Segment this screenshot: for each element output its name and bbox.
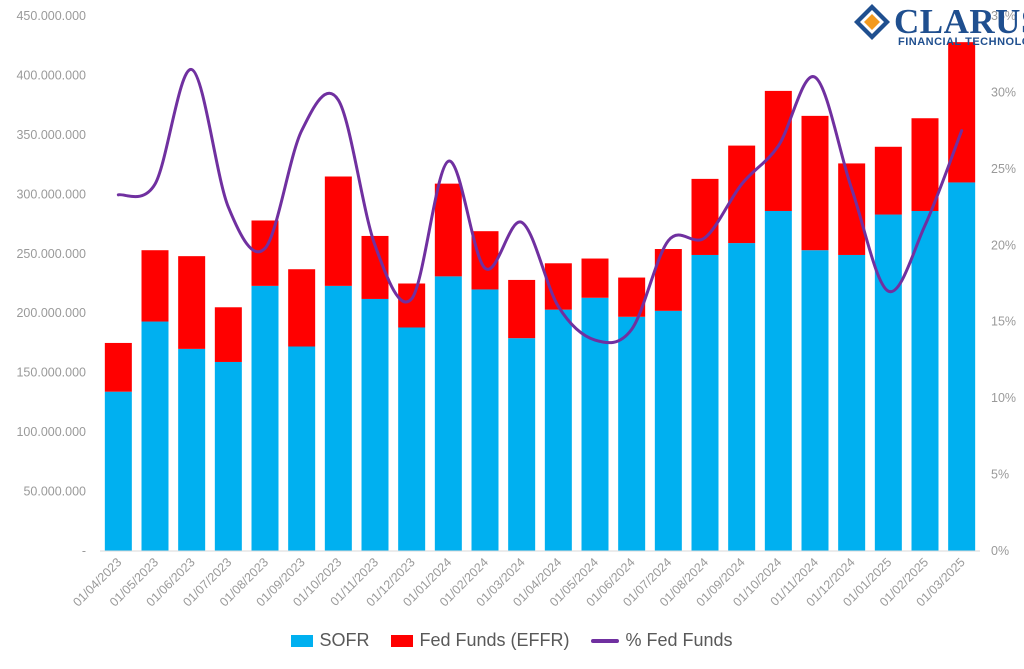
legend-item-sofr: SOFR — [291, 630, 369, 651]
bar-effr — [948, 42, 976, 183]
bar-sofr — [764, 210, 792, 551]
bar-sofr — [141, 321, 169, 551]
y-left-tick-label: - — [82, 544, 86, 558]
bar-effr — [691, 178, 719, 255]
bar-effr — [581, 258, 609, 298]
logo-name: CLARUS — [894, 2, 1024, 41]
legend-label-sofr: SOFR — [319, 630, 370, 650]
bar-sofr — [251, 285, 279, 551]
bar-effr — [728, 145, 756, 244]
bar-sofr — [104, 391, 132, 551]
bar-sofr — [434, 276, 462, 551]
bar-effr — [324, 176, 352, 286]
bar-effr — [141, 250, 169, 322]
bar-sofr — [398, 327, 426, 551]
y-axis-left: - 50.000.000 100.000.000 150.000.000 200.000… — [16, 9, 86, 558]
y-left-tick-label: 150.000.000 — [16, 366, 86, 380]
line-pct-fed-funds — [116, 68, 964, 345]
y-left-tick-label: 200.000.000 — [16, 306, 86, 320]
bar-sofr — [654, 310, 682, 551]
bar-effr — [874, 146, 902, 215]
bar-sofr — [288, 346, 316, 551]
y-axis-right: 0% 5% 10% 15% 20% 25% 30% 35% — [991, 9, 1016, 558]
clarus-logo: CLARUS FINANCIAL TECHNOLOGY — [852, 2, 1024, 50]
bar-sofr — [838, 254, 866, 551]
legend-label-pct: % Fed Funds — [625, 630, 733, 650]
bar-effr — [434, 183, 462, 277]
bar-sofr — [948, 182, 976, 551]
bar-effr — [178, 256, 206, 349]
bar-sofr — [728, 243, 756, 552]
legend-item-pct: % Fed Funds — [591, 630, 733, 651]
bar-effr — [508, 279, 536, 339]
bar-sofr — [361, 298, 389, 551]
bar-sofr — [178, 348, 206, 551]
x-axis: 01/04/202301/05/202301/06/202301/07/2023… — [70, 550, 980, 609]
logo-subtitle: FINANCIAL TECHNOLOGY — [898, 36, 1024, 48]
bar-sofr — [471, 289, 499, 551]
y-right-tick-label: 25% — [991, 162, 1016, 176]
y-left-tick-label: 350.000.000 — [16, 128, 86, 142]
pct-line-group — [116, 68, 964, 345]
bar-effr — [471, 231, 499, 290]
bar-effr — [104, 342, 132, 392]
y-right-tick-label: 20% — [991, 238, 1016, 252]
bar-effr — [838, 163, 866, 255]
legend-item-effr: Fed Funds (EFFR) — [391, 630, 569, 651]
bar-sofr — [544, 309, 572, 551]
y-left-tick-label: 400.000.000 — [16, 68, 86, 82]
bar-sofr — [324, 285, 352, 551]
y-right-tick-label: 5% — [991, 468, 1009, 482]
bar-effr — [801, 115, 829, 251]
bar-sofr — [618, 316, 646, 551]
legend-label-effr: Fed Funds (EFFR) — [419, 630, 570, 650]
legend-swatch-effr — [391, 634, 414, 647]
bar-sofr — [874, 214, 902, 552]
stacked-bar-line-chart: 01/04/202301/05/202301/06/202301/07/2023… — [16, 9, 1016, 609]
y-left-tick-label: 50.000.000 — [23, 485, 86, 499]
bar-sofr — [214, 361, 242, 551]
bar-series-group — [104, 42, 976, 552]
y-right-tick-label: 0% — [991, 544, 1009, 558]
bar-effr — [288, 269, 316, 347]
y-left-tick-label: 100.000.000 — [16, 425, 86, 439]
bar-sofr — [508, 338, 536, 551]
y-right-tick-label: 10% — [991, 391, 1016, 405]
chart-legend: SOFR Fed Funds (EFFR) % Fed Funds — [0, 630, 1024, 651]
bar-sofr — [691, 254, 719, 551]
bar-sofr — [801, 250, 829, 551]
legend-swatch-sofr — [291, 634, 314, 647]
bar-sofr — [911, 210, 939, 551]
y-left-tick-label: 450.000.000 — [16, 9, 86, 23]
bar-effr — [911, 118, 939, 211]
bar-effr — [764, 90, 792, 211]
bar-effr — [398, 283, 426, 328]
bar-effr — [214, 307, 242, 362]
y-right-tick-label: 30% — [991, 85, 1016, 99]
legend-swatch-pct — [591, 638, 620, 643]
y-right-tick-label: 35% — [991, 9, 1016, 23]
y-right-tick-label: 15% — [991, 315, 1016, 329]
y-left-tick-label: 300.000.000 — [16, 187, 86, 201]
clarus-emblem-icon — [854, 4, 890, 40]
y-left-tick-label: 250.000.000 — [16, 247, 86, 261]
